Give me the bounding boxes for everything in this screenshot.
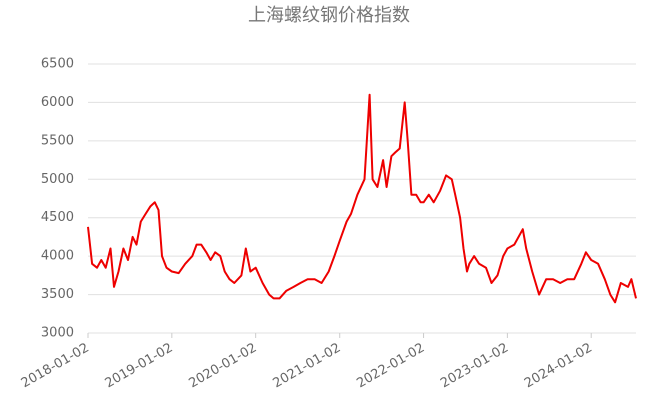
y-tick-label: 6000 <box>41 95 74 110</box>
x-tick-label: 2023-01-02 <box>438 341 511 392</box>
y-tick-label: 5500 <box>41 133 74 148</box>
x-tick-label: 2021-01-02 <box>271 341 344 392</box>
y-tick-label: 3500 <box>41 287 74 302</box>
x-tick-label: 2022-01-02 <box>354 341 427 392</box>
x-tick-label: 2018-01-02 <box>19 341 92 392</box>
y-tick-label: 6500 <box>41 57 74 72</box>
x-tick-label: 2024-01-02 <box>522 341 595 392</box>
y-tick-label: 4000 <box>41 249 74 264</box>
y-tick-label: 3000 <box>41 326 74 341</box>
x-tick-label: 2019-01-02 <box>103 341 176 392</box>
y-tick-label: 5000 <box>41 172 74 187</box>
price-line <box>87 93 637 304</box>
x-tick-label: 2020-01-02 <box>186 341 259 392</box>
chart-title: 上海螺纹钢价格指数 <box>248 5 410 26</box>
y-tick-label: 4500 <box>41 210 74 225</box>
